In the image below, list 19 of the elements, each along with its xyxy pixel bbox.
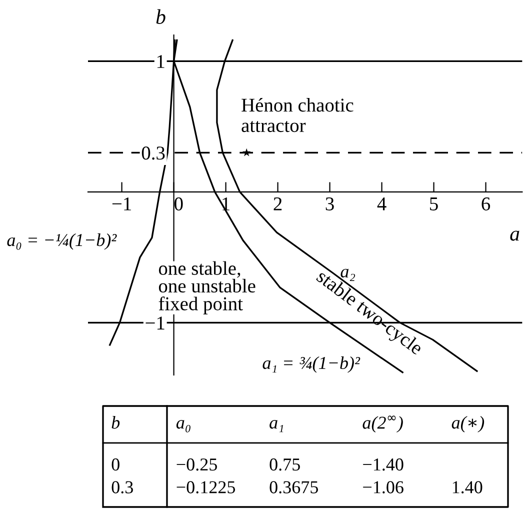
y-tick-label: 1 (157, 55, 164, 68)
y-tick-label: −1 (146, 316, 164, 330)
text: 0.3 −0.1225 0.3675 −1.06 1.40 (112, 481, 482, 494)
x-tick-label: 3 (326, 197, 334, 210)
x-tick-label: −1 (112, 197, 131, 210)
x-tick-label: 2 (274, 197, 282, 210)
text: 0 −0.25 0.75 −1.40 (112, 458, 404, 471)
x-tick-label: 4 (377, 197, 386, 210)
series-label: a₀ = −¼(1−b)² (7, 233, 117, 250)
x-tick-label: 5 (430, 198, 438, 210)
x-tick-label: 0 (174, 197, 183, 210)
series-label: a₁ = ¾(1−b)² (262, 356, 360, 373)
annotation: Hénon chaotic attractor (242, 98, 354, 132)
y-axis-title: b (156, 9, 166, 24)
y-tick-label: 0.3 (142, 146, 165, 160)
text: b a₀ a₁ a(2$^{∞}$) a(∗) (112, 416, 484, 433)
annotation: one stable, one unstable fixed point (158, 261, 256, 314)
x-axis-title: a (510, 230, 520, 241)
x-tick-label: 6 (482, 197, 490, 210)
